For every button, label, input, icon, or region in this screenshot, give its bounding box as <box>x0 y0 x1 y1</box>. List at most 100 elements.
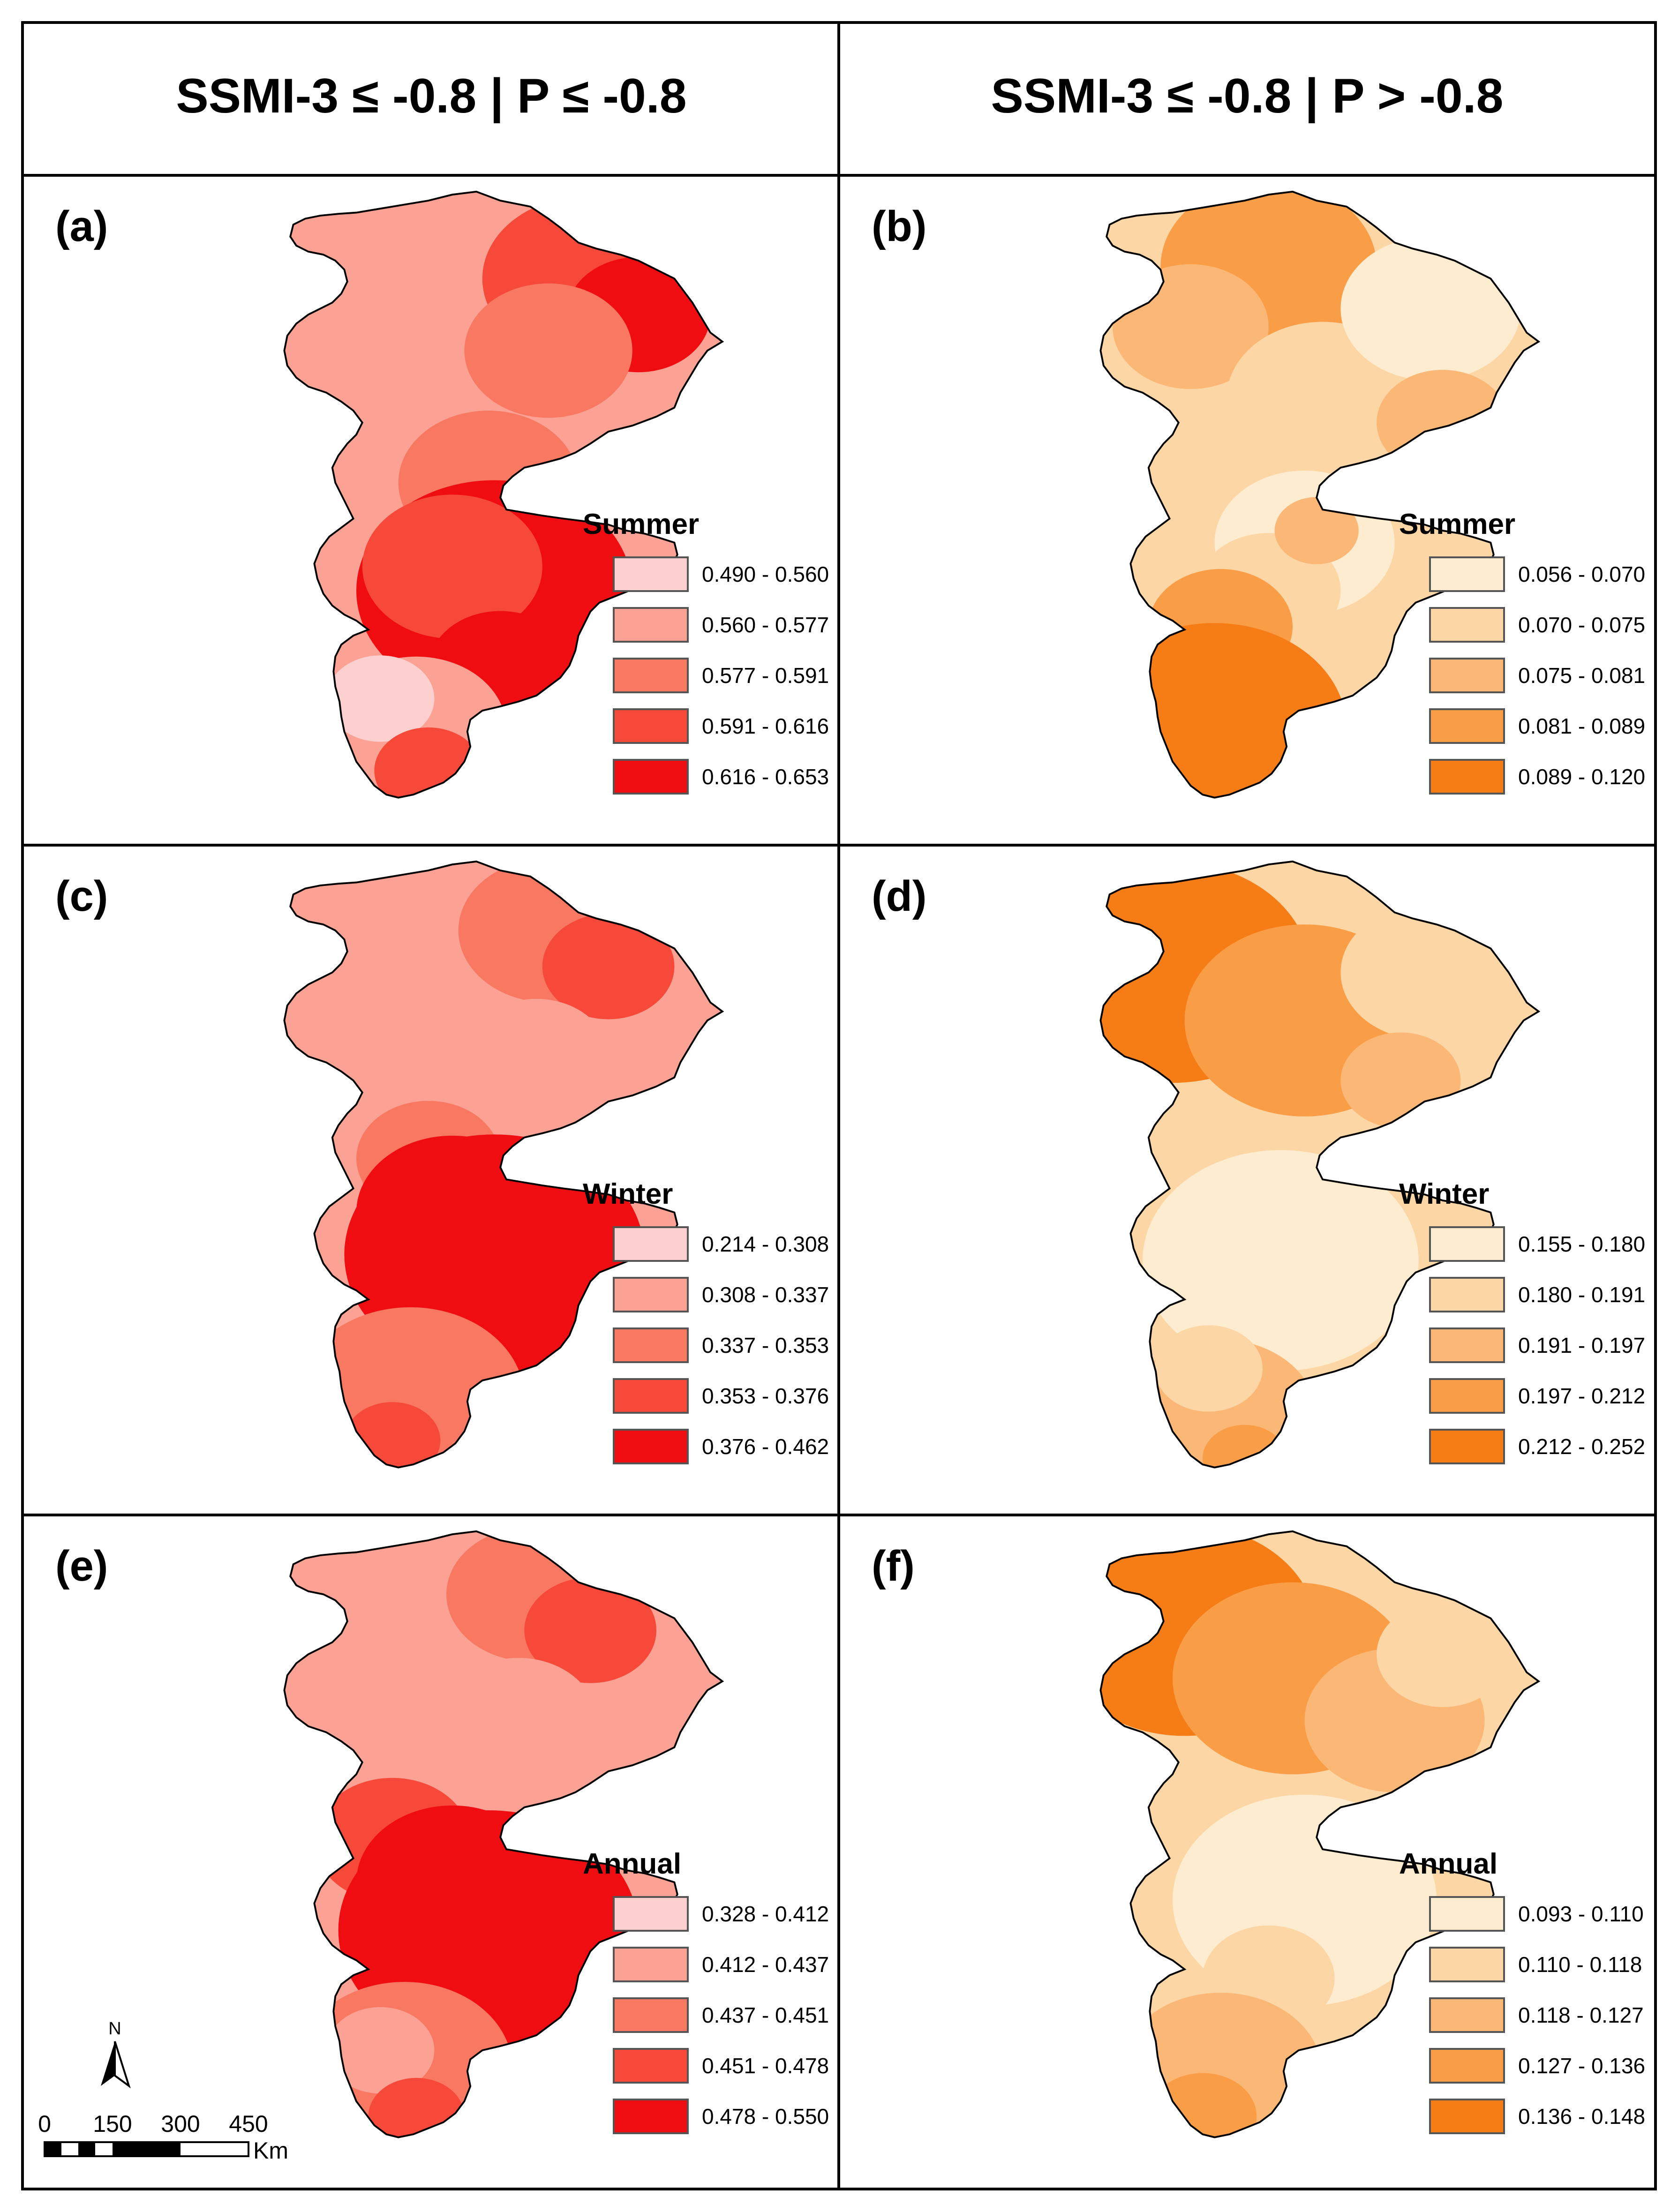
legend-range-2: 0.118 - 0.127 <box>1518 2003 1644 2027</box>
map-panel-e: (e) Annual 0.328 - 0.412 0.412 - 0.437 0.437… <box>55 1530 829 2138</box>
legend-swatch-4 <box>1429 1429 1505 1464</box>
legend-swatch-1 <box>613 1947 689 1982</box>
legend-swatch-3 <box>1429 2048 1505 2084</box>
scale-bar: 0 150 300 450 Km <box>38 2111 288 2164</box>
legend-range-4: 0.616 - 0.653 <box>702 765 829 789</box>
legend-swatch-0 <box>1429 1226 1505 1262</box>
panel-label: (d) <box>872 872 926 920</box>
legend-range-2: 0.191 - 0.197 <box>1518 1333 1645 1357</box>
zone-4 <box>1377 369 1509 476</box>
zone-2 <box>440 1657 596 1783</box>
legend-range-1: 0.110 - 0.118 <box>1518 1952 1642 1977</box>
panel-grid <box>21 21 1657 2190</box>
scale-tick-300: 300 <box>161 2111 200 2137</box>
legend-range-3: 0.081 - 0.089 <box>1518 714 1645 738</box>
choropleth-zones <box>1100 191 1521 798</box>
scale-unit: Km <box>253 2137 288 2164</box>
legend-range-0: 0.056 - 0.070 <box>1518 562 1645 586</box>
legend-swatch-1 <box>613 607 689 643</box>
legend-swatch-1 <box>613 1277 689 1312</box>
zone-6 <box>1154 1325 1263 1412</box>
map-panel-d: (d) Winter 0.155 - 0.180 0.180 - 0.191 0.191… <box>872 860 1645 1469</box>
panel-label: (e) <box>55 1542 108 1590</box>
legend-range-4: 0.478 - 0.550 <box>702 2104 829 2129</box>
legend-swatch-0 <box>613 1896 689 1932</box>
legend-range-0: 0.214 - 0.308 <box>702 1232 829 1256</box>
legend-swatch-4 <box>613 1429 689 1464</box>
legend-range-1: 0.180 - 0.191 <box>1518 1282 1645 1307</box>
zone-9 <box>374 727 482 798</box>
legend: Winter 0.214 - 0.308 0.308 - 0.337 0.337 - … <box>583 1178 829 1464</box>
legend-range-1: 0.070 - 0.075 <box>1518 613 1645 637</box>
legend-swatch-2 <box>1429 1327 1505 1363</box>
choropleth-zones <box>326 197 711 798</box>
legend-range-3: 0.451 - 0.478 <box>702 2054 829 2078</box>
zone-8 <box>1100 623 1347 798</box>
legend-swatch-1 <box>1429 1277 1505 1312</box>
panel-label: (f) <box>872 1542 915 1590</box>
region-map <box>1099 190 1540 799</box>
legend-range-2: 0.337 - 0.353 <box>702 1333 829 1357</box>
header-right: SSMI-3 ≤ -0.8 | P > -0.8 <box>991 69 1504 124</box>
zone-3 <box>1340 236 1521 381</box>
legend-range-1: 0.412 - 0.437 <box>702 1952 829 1977</box>
scale-tick-150: 150 <box>93 2111 132 2137</box>
legend-range-0: 0.328 - 0.412 <box>702 1902 829 1926</box>
legend-range-4: 0.089 - 0.120 <box>1518 765 1645 789</box>
header-left: SSMI-3 ≤ -0.8 | P ≤ -0.8 <box>176 69 686 124</box>
legend-swatch-4 <box>1429 2099 1505 2134</box>
legend-range-4: 0.376 - 0.462 <box>702 1434 829 1459</box>
legend-swatch-2 <box>613 1997 689 2033</box>
zone-2 <box>464 998 609 1114</box>
zone-7 <box>1148 2073 1257 2137</box>
legend-swatch-3 <box>613 1378 689 1414</box>
legend-swatch-4 <box>1429 759 1505 795</box>
panel-label: (c) <box>55 872 108 920</box>
legend-title: Winter <box>1399 1178 1489 1210</box>
legend-swatch-0 <box>1429 1896 1505 1932</box>
zone-5 <box>362 495 542 639</box>
legend-title: Annual <box>1399 1848 1497 1880</box>
legend-range-3: 0.127 - 0.136 <box>1518 2054 1645 2078</box>
scale-tick-450: 450 <box>229 2111 268 2137</box>
zone-2 <box>464 283 632 418</box>
legend-swatch-2 <box>613 1327 689 1363</box>
panel-label: (b) <box>872 202 926 250</box>
scale-tick-0: 0 <box>38 2111 51 2137</box>
north-label: N <box>108 2019 121 2039</box>
legend-range-0: 0.155 - 0.180 <box>1518 1232 1645 1256</box>
legend-title: Winter <box>583 1178 673 1210</box>
legend-swatch-2 <box>1429 658 1505 693</box>
legend-range-4: 0.212 - 0.252 <box>1518 1434 1645 1459</box>
legend-title: Summer <box>583 508 699 540</box>
zone-1 <box>524 1577 656 1683</box>
zone-5 <box>356 1135 549 1290</box>
legend-range-4: 0.136 - 0.148 <box>1518 2104 1645 2129</box>
legend: Annual 0.093 - 0.110 0.110 - 0.118 0.118 - … <box>1399 1848 1645 2134</box>
panel-label: (a) <box>55 202 108 250</box>
zone-4 <box>1143 1150 1419 1371</box>
legend-title: Annual <box>583 1848 681 1880</box>
legend-swatch-2 <box>613 658 689 693</box>
choropleth-zones <box>1100 1531 1509 2137</box>
legend-range-3: 0.197 - 0.212 <box>1518 1384 1645 1408</box>
legend-swatch-2 <box>1429 1997 1505 2033</box>
map-panel-c: (c) Winter 0.214 - 0.308 0.308 - 0.337 0.337… <box>55 860 829 1469</box>
legend-title: Summer <box>1399 508 1515 540</box>
legend-range-1: 0.308 - 0.337 <box>702 1282 829 1307</box>
north-arrow: N <box>101 2019 131 2089</box>
zone-7 <box>344 1402 441 1468</box>
legend-range-2: 0.075 - 0.081 <box>1518 663 1645 688</box>
legend: Winter 0.155 - 0.180 0.180 - 0.191 0.191 - … <box>1399 1178 1645 1464</box>
legend-swatch-3 <box>613 2048 689 2084</box>
legend-swatch-0 <box>1429 556 1505 592</box>
legend: Annual 0.328 - 0.412 0.412 - 0.437 0.437 - … <box>583 1848 829 2134</box>
legend-swatch-4 <box>613 2099 689 2134</box>
zone-8 <box>326 655 435 742</box>
legend-swatch-0 <box>613 556 689 592</box>
map-panel-f: (f) Annual 0.093 - 0.110 0.110 - 0.118 0.118… <box>872 1530 1645 2138</box>
zone-9 <box>1274 497 1359 564</box>
